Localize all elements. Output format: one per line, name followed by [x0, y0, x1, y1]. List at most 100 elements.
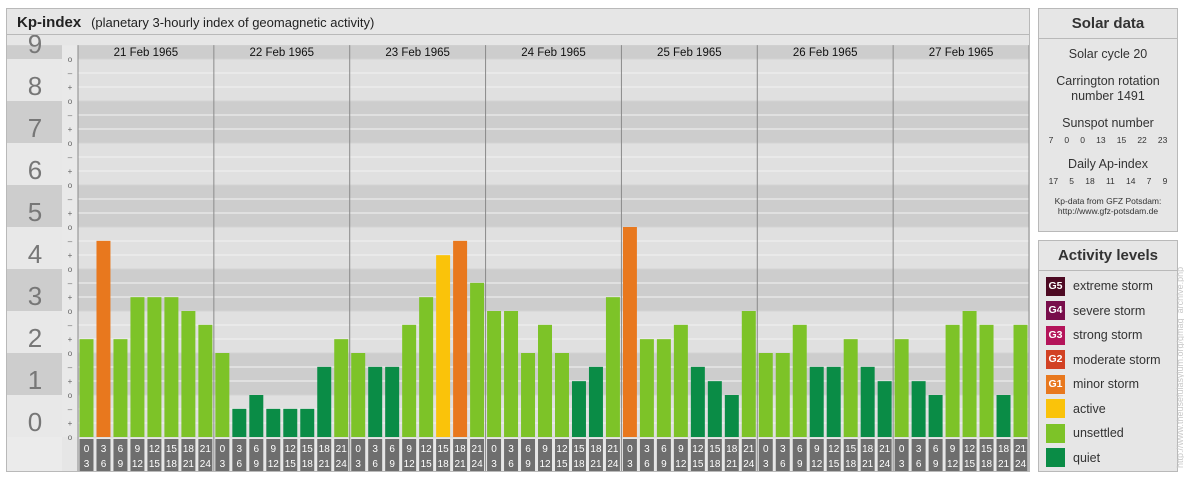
day-label: 22 Feb 1965 [249, 47, 314, 59]
interval-start-label: 21 [1015, 444, 1027, 455]
interval-label-box [622, 439, 637, 471]
interval-start-label: 9 [814, 444, 820, 455]
interval-start-label: 12 [285, 444, 297, 455]
interval-end-label: 3 [763, 459, 769, 470]
interval-end-label: 18 [709, 459, 721, 470]
kp-minor-mark: o [68, 97, 73, 106]
interval-end-label: 21 [319, 459, 331, 470]
interval-end-label: 24 [743, 459, 755, 470]
interval-end-label: 6 [644, 459, 650, 470]
interval-label-box [130, 439, 145, 471]
interval-start-label: 18 [998, 444, 1010, 455]
kp-bar [266, 408, 281, 437]
kp-bar [113, 339, 128, 437]
kp-bar [622, 227, 637, 437]
solar-cycle: Solar cycle 20 [1068, 47, 1148, 61]
interval-end-label: 12 [404, 459, 416, 470]
kp-bar [334, 339, 349, 437]
interval-start-label: 18 [183, 444, 195, 455]
carrington-line-2: number 1491 [1071, 89, 1145, 103]
kp-bar [707, 381, 722, 437]
interval-end-label: 24 [607, 459, 619, 470]
kp-minor-mark: o [68, 181, 73, 190]
interval-label-box [860, 439, 875, 471]
credit-link[interactable]: http://www.gfz-potsdam.de [1057, 206, 1159, 216]
kp-bar [639, 339, 654, 437]
y-gutter-band [7, 227, 62, 269]
sunspot-value: 0 [1080, 135, 1086, 145]
interval-start-label: 6 [118, 444, 124, 455]
interval-label-box [181, 439, 196, 471]
interval-label-box [894, 439, 909, 471]
interval-label-box [232, 439, 247, 471]
legend-swatch [1046, 423, 1065, 443]
kp-bar [487, 311, 502, 437]
y-tick-label: 5 [28, 197, 42, 227]
kp-band [78, 185, 1029, 227]
interval-start-label: 12 [692, 444, 704, 455]
y-gutter-band [7, 101, 62, 143]
interval-start-label: 0 [84, 444, 90, 455]
kp-minor-mark: – [68, 279, 73, 288]
kp-minor-mark: – [68, 405, 73, 414]
day-label: 21 Feb 1965 [114, 47, 179, 59]
kp-bar [690, 366, 705, 437]
kp-bar [504, 311, 519, 437]
kp-bar [826, 366, 841, 437]
interval-start-label: 15 [573, 444, 585, 455]
interval-end-label: 3 [627, 459, 633, 470]
kp-minor-mark: o [68, 307, 73, 316]
legend-swatch: G2 [1046, 350, 1065, 370]
kp-bar [232, 408, 247, 437]
kp-minor-mark: + [68, 125, 73, 134]
kp-bar [521, 353, 536, 437]
legend-item-severe-storm: G4 severe storm [1039, 299, 1177, 324]
legend-item-strong-storm: G3 strong storm [1039, 323, 1177, 348]
kp-bar [130, 297, 145, 437]
interval-end-label: 18 [166, 459, 178, 470]
interval-end-label: 15 [285, 459, 297, 470]
ap-value: 14 [1125, 176, 1136, 186]
interval-start-label: 15 [981, 444, 993, 455]
interval-label-box [215, 439, 230, 471]
interval-label-box [843, 439, 858, 471]
ap-value: 9 [1162, 176, 1168, 186]
kp-bar [351, 353, 366, 437]
interval-label-box [402, 439, 417, 471]
kp-minor-mark: o [68, 139, 73, 148]
sunspot-value: 22 [1137, 135, 1147, 145]
ap-value: 7 [1146, 176, 1152, 186]
interval-label-box [453, 439, 468, 471]
kp-minor-mark: o [68, 349, 73, 358]
credit-line-1: Kp-data from GFZ Potsdam: [1054, 196, 1162, 206]
interval-start-label: 0 [491, 444, 497, 455]
interval-end-label: 24 [200, 459, 212, 470]
interval-label-box [962, 439, 977, 471]
interval-start-label: 18 [590, 444, 602, 455]
interval-start-label: 15 [166, 444, 178, 455]
y-gutter-band [7, 59, 62, 101]
interval-end-label: 3 [220, 459, 226, 470]
interval-start-label: 12 [964, 444, 976, 455]
kp-bar [368, 366, 383, 437]
interval-start-label: 6 [389, 444, 395, 455]
kp-bar [181, 311, 196, 437]
kp-bar [300, 408, 315, 437]
interval-end-label: 3 [491, 459, 497, 470]
ap-index-values: 17 5 18 11 14 7 9 [1039, 176, 1177, 186]
interval-end-label: 6 [916, 459, 922, 470]
kp-band [78, 101, 1029, 143]
interval-start-label: 3 [916, 444, 922, 455]
kp-minor-mark: o [68, 55, 73, 64]
interval-label-box [996, 439, 1011, 471]
kp-minor-mark: – [68, 153, 73, 162]
interval-start-label: 21 [472, 444, 484, 455]
interval-label-box [741, 439, 756, 471]
interval-label-box [470, 439, 485, 471]
interval-label-box [928, 439, 943, 471]
kp-minor-mark: + [68, 209, 73, 218]
interval-end-label: 12 [811, 459, 823, 470]
y-tick-label: 0 [28, 407, 42, 437]
interval-start-label: 18 [726, 444, 738, 455]
legend-label: minor storm [1073, 377, 1139, 392]
